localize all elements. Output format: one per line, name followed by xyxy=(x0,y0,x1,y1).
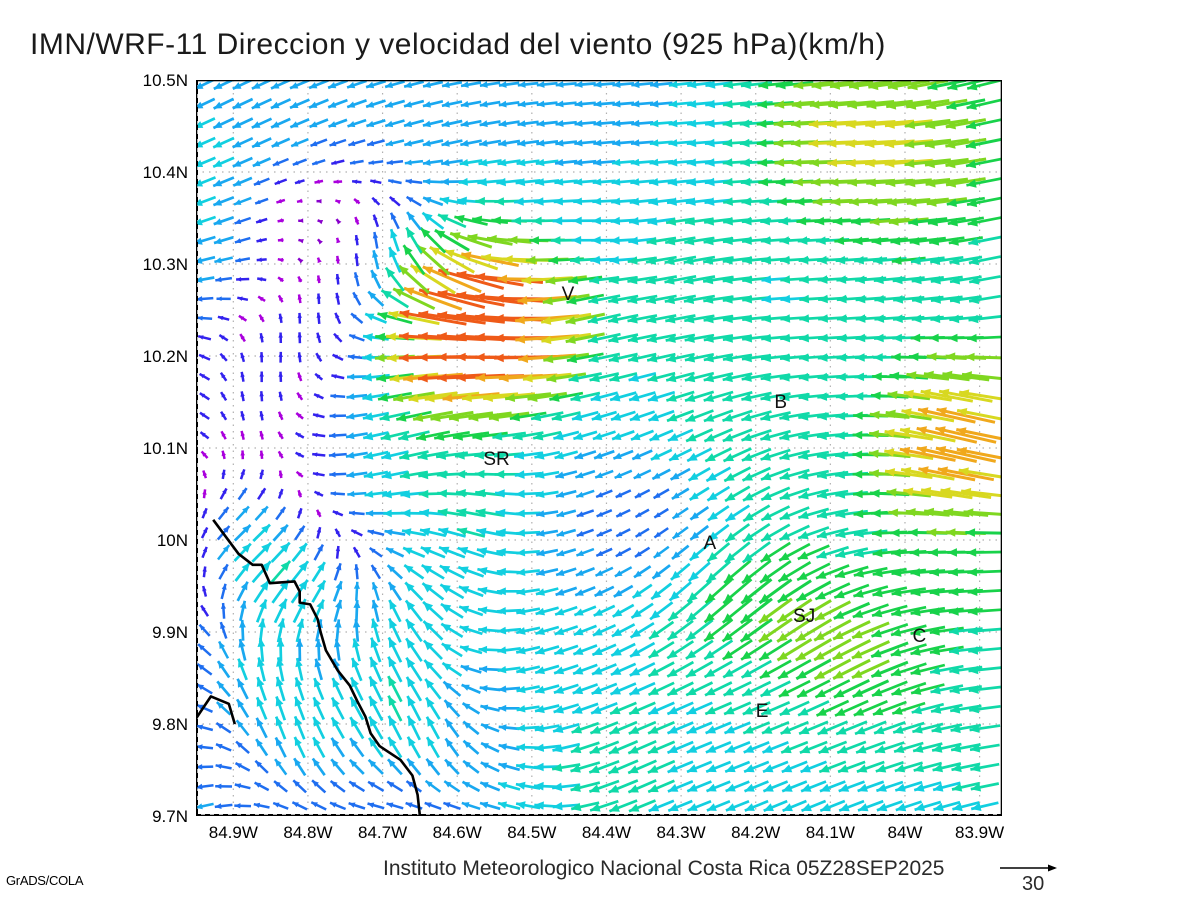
page-title: IMN/WRF-11 Direccion y velocidad del vie… xyxy=(30,28,886,61)
y-axis-tick-label: 10N xyxy=(156,531,188,550)
y-axis-tick-label: 9.7N xyxy=(152,807,188,826)
city-label-b: B xyxy=(774,391,788,413)
x-axis-tick-label: 83.9W xyxy=(955,823,1005,842)
city-label-v: V xyxy=(561,284,575,306)
y-axis-tick-label: 9.9N xyxy=(152,623,188,642)
city-label-e: E xyxy=(755,700,769,722)
x-axis-tick-label: 84.3W xyxy=(656,823,706,842)
x-axis-tick-label: 84.8W xyxy=(283,823,333,842)
plot-frame xyxy=(196,80,1002,816)
x-axis-tick-label: 84.7W xyxy=(357,823,408,842)
city-label-sr: SR xyxy=(483,448,510,470)
footer-caption: Instituto Meteorologico Nacional Costa R… xyxy=(383,857,945,880)
y-axis-tick-label: 9.8N xyxy=(152,715,188,734)
grads-credit: GrADS/COLA xyxy=(6,873,84,888)
x-axis-tick-label: 84.9W xyxy=(208,823,258,842)
x-axis-tick-label: 84.4W xyxy=(581,823,632,842)
plot-area xyxy=(196,80,1002,816)
reference-vector-arrow xyxy=(1000,864,1057,872)
coastline xyxy=(196,519,422,816)
y-axis-tick-label: 10.5N xyxy=(142,71,188,90)
y-axis-tick-label: 10.3N xyxy=(142,255,188,274)
city-label-c: C xyxy=(912,625,927,647)
x-axis-tick-label: 84.5W xyxy=(507,823,557,842)
wind-arrows xyxy=(196,80,1002,813)
x-axis-tick-label: 84.2W xyxy=(731,823,781,842)
y-axis-tick-label: 10.1N xyxy=(142,439,188,458)
city-label-sj: SJ xyxy=(793,606,816,628)
x-axis-tick-label: 84.6W xyxy=(432,823,482,842)
y-axis-tick-label: 10.4N xyxy=(142,163,188,182)
y-axis-tick-label: 10.2N xyxy=(142,347,188,366)
x-axis-tick-label: 84W xyxy=(887,823,923,842)
city-label-a: A xyxy=(703,532,717,554)
wind-vector-plot xyxy=(196,80,1002,816)
x-axis-tick-label: 84.1W xyxy=(805,823,855,842)
reference-vector-label: 30 xyxy=(1022,873,1045,895)
